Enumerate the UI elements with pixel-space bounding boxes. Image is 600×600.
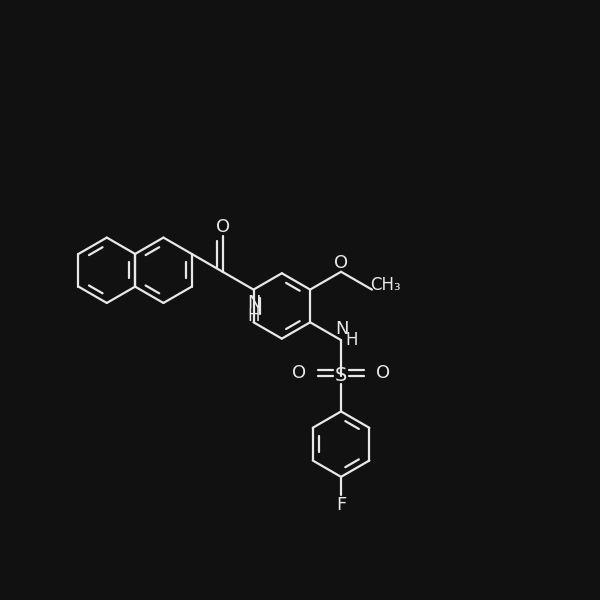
Text: H: H	[346, 331, 358, 349]
Text: O: O	[292, 364, 307, 382]
Text: N: N	[247, 293, 260, 311]
Text: O: O	[376, 364, 390, 382]
Text: CH₃: CH₃	[370, 276, 400, 294]
Text: H: H	[247, 307, 260, 325]
Text: O: O	[334, 254, 348, 272]
Text: N: N	[335, 320, 349, 338]
Text: O: O	[215, 218, 230, 236]
Text: S: S	[335, 366, 347, 385]
Text: F: F	[336, 496, 346, 514]
